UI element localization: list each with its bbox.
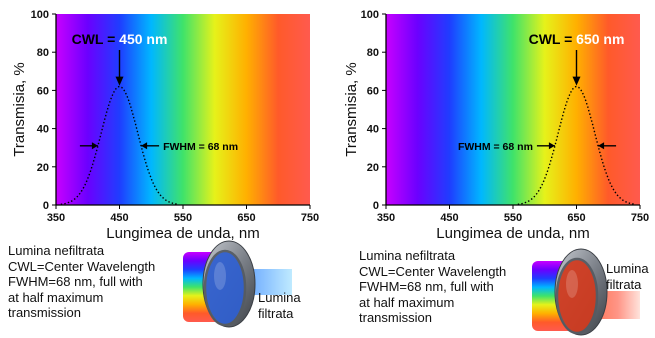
y-tick-label: 40: [37, 124, 49, 136]
output-label-line: Lumina: [606, 261, 649, 276]
x-tick-label: 750: [631, 212, 649, 224]
output-label-line: filtrata: [258, 305, 294, 321]
y-axis-title: Transmisia, %: [343, 62, 360, 156]
y-tick-label: 100: [361, 9, 379, 21]
x-axis-title: Lungimea de unda, nm: [436, 225, 589, 242]
cwl-label: CWL = 450 nm: [72, 31, 168, 47]
cwl-label-prefix: CWL =: [72, 31, 120, 47]
description-line: at half maximum: [8, 289, 104, 305]
y-tick-label: 20: [37, 162, 49, 174]
filter-glare: [214, 262, 226, 290]
description-line: at half maximum: [359, 294, 455, 310]
cwl-label-prefix: CWL =: [529, 31, 577, 47]
fwhm-label: FWHM = 68 nm: [458, 141, 533, 153]
x-axis-title: Lungimea de unda, nm: [106, 225, 259, 242]
transmission-curve: [517, 85, 635, 205]
cwl-label: CWL = 650 nm: [529, 31, 625, 47]
spectrum-background: [386, 14, 640, 205]
description-line: CWL=Center Wavelength: [359, 263, 507, 279]
chart-panel-left: 0 20 40 60 80 100 350 450 550 650 750 Lungimea de u…: [11, 9, 319, 242]
y-tick-label: 0: [43, 200, 49, 212]
output-label-right: Lumina filtrata: [606, 261, 649, 292]
fwhm-label: FWHM = 68 nm: [163, 141, 238, 153]
description-line: Lumina nefiltrata: [359, 248, 456, 263]
description-left: Lumina nefiltrata CWL=Center Wavelength …: [8, 243, 155, 321]
y-tick-label: 60: [37, 85, 49, 97]
cwl-label-value: 450 nm: [119, 31, 167, 47]
filter-illustration-left: [183, 240, 292, 328]
y-axis-title: Transmisia, %: [11, 62, 28, 156]
spectrum-background: [56, 14, 310, 205]
y-tick-label: 80: [37, 47, 49, 59]
x-tick-label: 450: [110, 212, 128, 224]
description-line: Lumina nefiltrata: [8, 243, 105, 258]
x-tick-label: 550: [504, 212, 522, 224]
output-label-line: filtrata: [606, 276, 642, 292]
y-tick-label: 20: [367, 162, 379, 174]
cwl-arrowhead: [115, 76, 124, 86]
output-label-left: Lumina filtrata: [258, 290, 301, 321]
fwhm-arrowhead-left: [548, 142, 555, 150]
x-tick-label: 350: [377, 212, 395, 224]
x-tick-label: 650: [567, 212, 585, 224]
y-tick-label: 60: [367, 85, 379, 97]
output-label-line: Lumina: [258, 290, 301, 305]
x-tick-label: 750: [301, 212, 319, 224]
fwhm-arrowhead-right: [141, 142, 148, 150]
description-line: transmission: [359, 310, 432, 325]
filter-glass: [203, 249, 247, 327]
y-tick-label: 80: [367, 47, 379, 59]
description-line: FWHM=68 nm, full with: [8, 274, 143, 289]
cwl-label-value: 650 nm: [576, 31, 624, 47]
description-line: FWHM=68 nm, full with: [359, 279, 494, 294]
y-tick-label: 100: [31, 9, 49, 21]
cwl-arrowhead: [572, 76, 581, 86]
y-tick-label: 40: [367, 124, 379, 136]
x-tick-label: 350: [47, 212, 65, 224]
description-line: CWL=Center Wavelength: [8, 258, 156, 274]
description-line: transmission: [8, 305, 81, 320]
filter-illustration-right: [532, 248, 640, 336]
chart-panel-right: 0 20 40 60 80 100 350 450 550 650 750 Lungimea de u…: [343, 9, 649, 242]
fwhm-arrowhead-right: [598, 142, 605, 150]
y-tick-label: 0: [373, 200, 379, 212]
x-tick-label: 650: [237, 212, 255, 224]
x-tick-label: 550: [174, 212, 192, 224]
x-tick-label: 450: [440, 212, 458, 224]
description-right: Lumina nefiltrata CWL=Center Wavelength …: [359, 248, 506, 326]
filter-glass: [555, 257, 599, 335]
transmission-curve: [60, 85, 178, 205]
fwhm-arrowhead-left: [91, 142, 98, 150]
filter-glare: [566, 270, 578, 298]
